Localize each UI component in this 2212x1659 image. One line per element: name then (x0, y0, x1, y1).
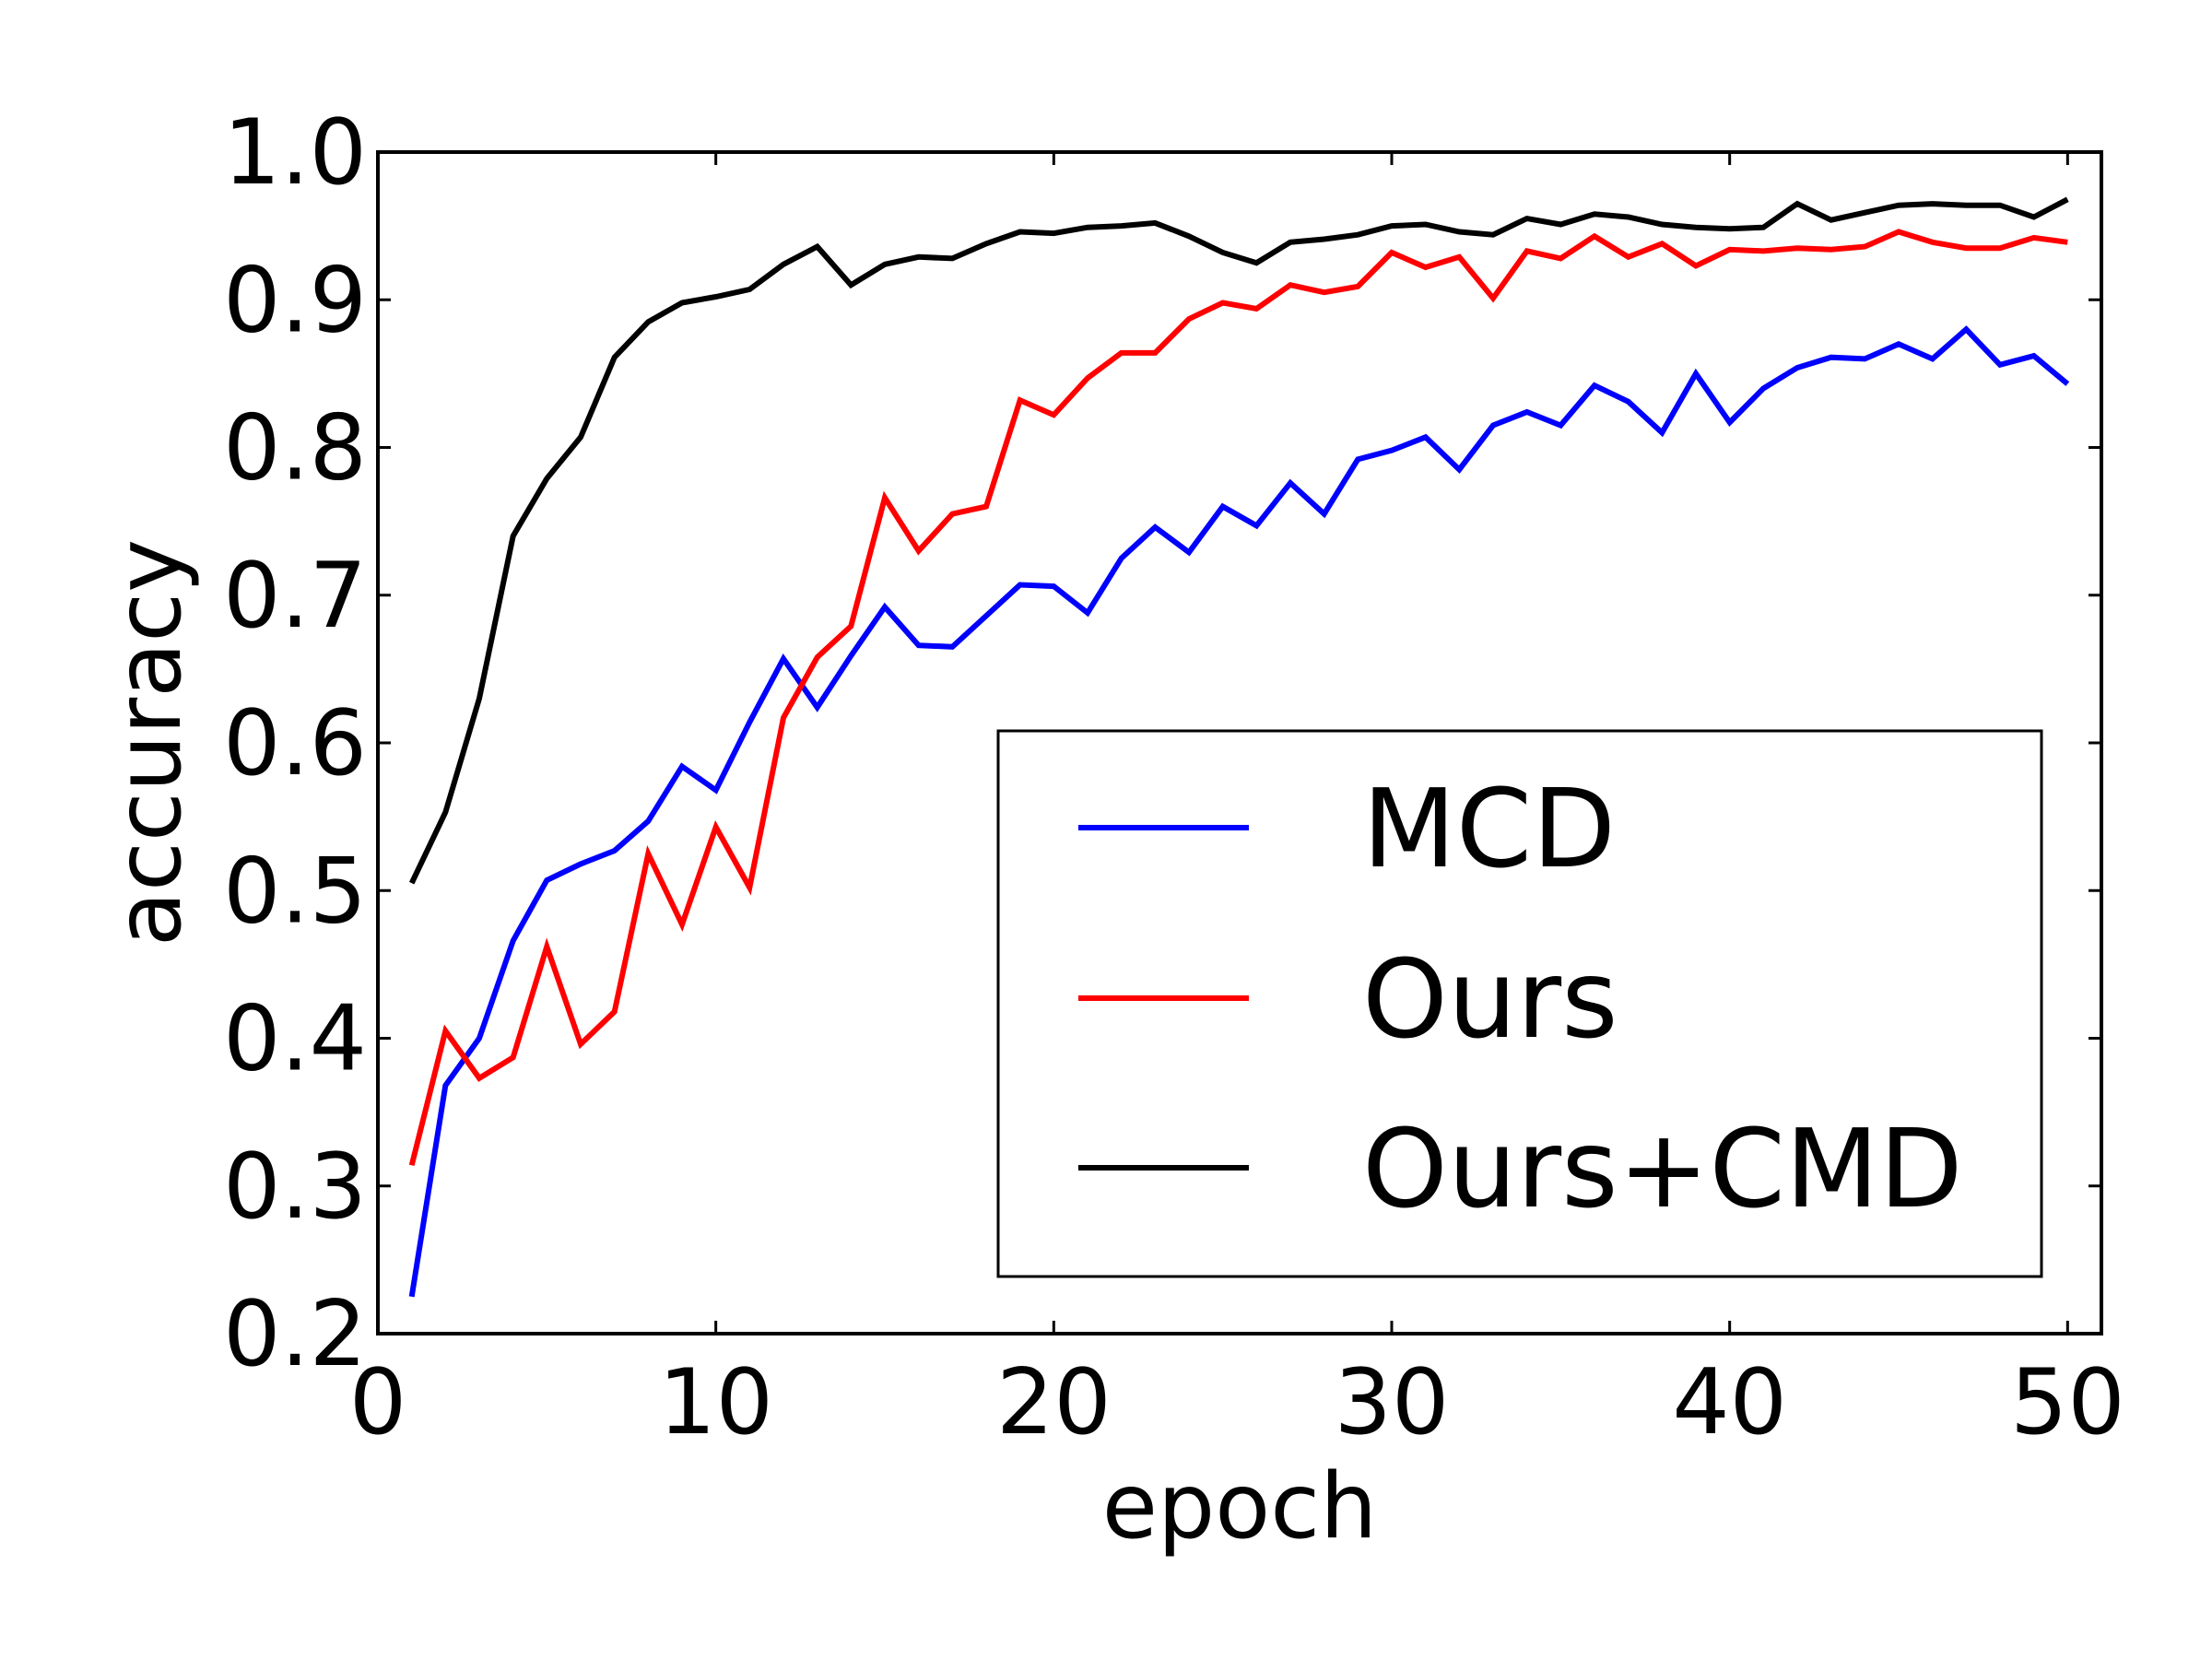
tick-labels-layer: 0 10 20 30 40 50 0.2 0.3 0.4 0.5 0.6 0.7 0.8 0.9 1.0 (223, 100, 2125, 1455)
y-axis-label: accuracy (97, 539, 202, 947)
y-tick-label: 0.6 (223, 691, 367, 796)
series-line-ours-cmd (408, 196, 2069, 885)
series-layer (408, 196, 2070, 1298)
legend: MCD Ours Ours+CMD (996, 729, 2043, 1278)
y-tick-label: 0.3 (223, 1135, 367, 1240)
x-tick-label: 20 (996, 1350, 1112, 1455)
x-tick-label: 50 (2010, 1350, 2125, 1455)
x-axis-label: epoch (1102, 1454, 1377, 1559)
y-tick-label: 0.8 (223, 396, 367, 501)
x-tick-label: 30 (1335, 1350, 1450, 1455)
ticks-layer (376, 150, 2101, 1335)
legend-label-mcd: MCD (1362, 765, 1616, 892)
legend-label-ours: Ours (1362, 935, 1618, 1063)
x-tick-label: 0 (349, 1350, 406, 1455)
y-tick-label: 0.4 (223, 987, 367, 1092)
x-tick-label: 10 (658, 1350, 773, 1455)
series-line-ours (408, 229, 2068, 1167)
y-tick-label: 0.9 (223, 248, 367, 353)
legend-label-ours-cmd: Ours+CMD (1362, 1105, 1963, 1232)
x-tick-label: 40 (1672, 1350, 1787, 1455)
y-tick-label: 1.0 (223, 100, 367, 206)
legend-entries: MCD Ours Ours+CMD (1078, 765, 1963, 1232)
y-tick-label: 0.5 (223, 839, 367, 944)
y-tick-label: 0.7 (223, 544, 367, 649)
y-tick-label: 0.2 (223, 1282, 367, 1387)
series-line-mcd (408, 325, 2070, 1298)
legend-frame (996, 729, 2043, 1278)
